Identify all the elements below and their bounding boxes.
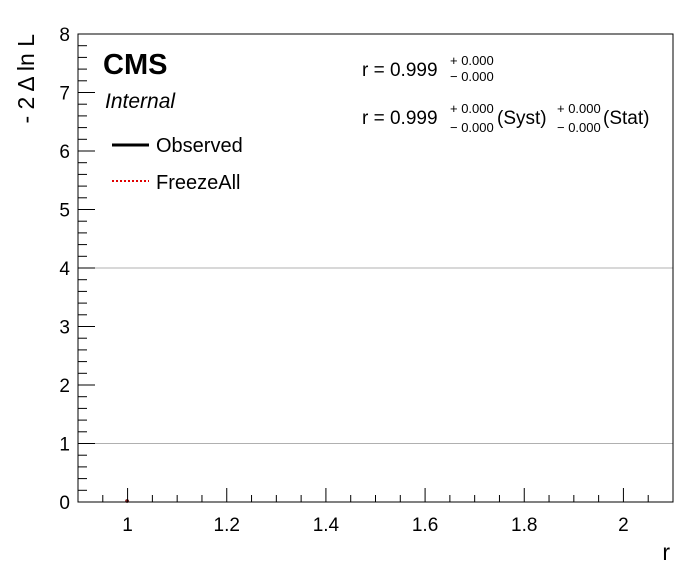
result-breakdown: r = 0.999 + 0.000 − 0.000 (Syst) + 0.000… (362, 101, 649, 135)
x-axis-title: r (662, 539, 670, 565)
result1-up: + 0.000 (450, 53, 494, 68)
x-tick-label: 1.2 (214, 515, 240, 536)
y-tick-label: 3 (59, 318, 70, 339)
y-tick-label: 7 (59, 84, 70, 105)
result2-stat-label: (Stat) (603, 108, 649, 129)
result2-syst-down: − 0.000 (450, 120, 494, 135)
legend-observed-label: Observed (156, 135, 243, 157)
y-tick-label: 2 (59, 376, 70, 397)
result2-stat-down: − 0.000 (557, 120, 601, 135)
reference-lines (78, 267, 673, 444)
axis-ticks (77, 33, 674, 503)
y-tick-label: 1 (59, 435, 70, 456)
result1-value: r = 0.999 (362, 60, 438, 81)
result2-stat-up: + 0.000 (557, 101, 601, 116)
result2-syst-up: + 0.000 (450, 101, 494, 116)
x-tick-label: 1.6 (412, 515, 438, 536)
result2-value: r = 0.999 (362, 108, 438, 129)
y-tick-label: 8 (59, 25, 70, 46)
legend: Observed FreezeAll (112, 135, 243, 194)
y-tick-label: 6 (59, 142, 70, 163)
y-tick-label: 4 (59, 259, 70, 280)
result-total: r = 0.999 + 0.000 − 0.000 (362, 53, 494, 84)
result2-syst-label: (Syst) (497, 108, 547, 129)
y-axis-title: - 2 Δ ln L (13, 34, 39, 124)
legend-freezeall-label: FreezeAll (156, 172, 240, 194)
x-tick-label: 1 (122, 515, 133, 536)
axis-tick-labels: 1 1.2 1.4 1.6 1.8 2 0 1 2 3 4 5 6 7 8 (59, 25, 628, 536)
y-tick-label: 0 (59, 493, 70, 514)
status-label: Internal (105, 90, 176, 113)
x-tick-label: 1.8 (511, 515, 537, 536)
y-tick-label: 5 (59, 201, 70, 222)
x-tick-label: 1.4 (313, 515, 340, 536)
x-tick-label: 2 (618, 515, 629, 536)
result1-down: − 0.000 (450, 69, 494, 84)
experiment-label: CMS (103, 49, 167, 81)
